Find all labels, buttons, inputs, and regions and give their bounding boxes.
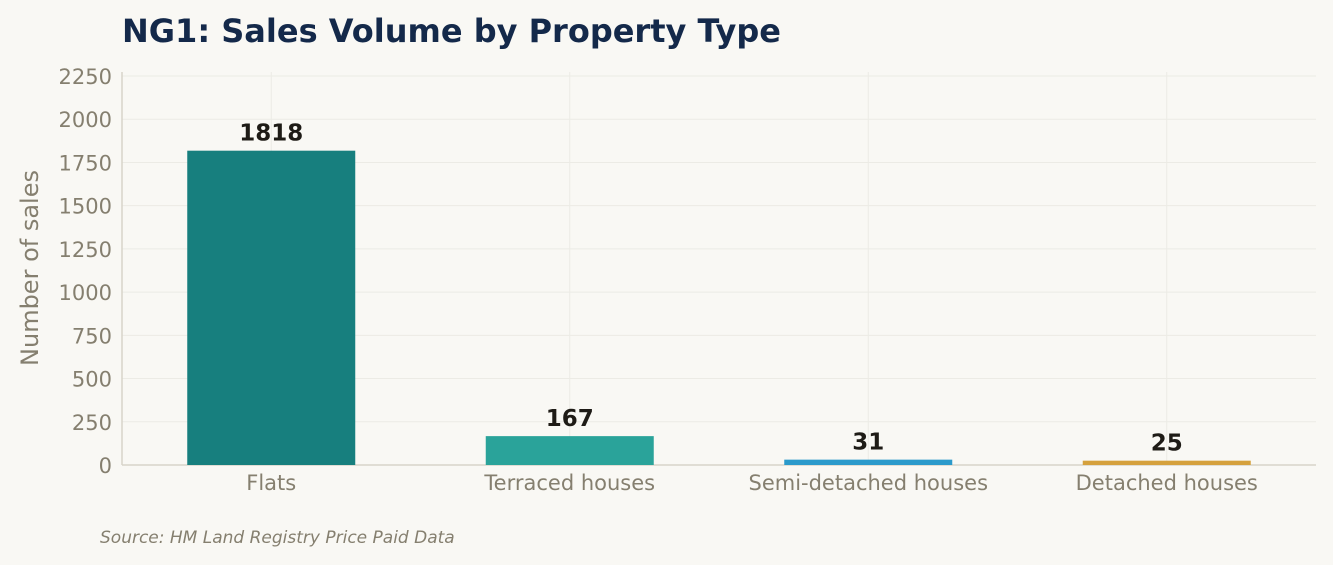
x-tick-label: Flats	[246, 471, 296, 495]
y-tick-label: 2250	[59, 65, 112, 89]
y-tick-label: 1000	[59, 281, 112, 305]
chart-title: NG1: Sales Volume by Property Type	[122, 12, 781, 50]
x-tick-label: Semi-detached houses	[748, 471, 988, 495]
y-tick-label: 1750	[59, 151, 112, 175]
y-tick-label: 0	[99, 454, 112, 478]
y-tick-label: 500	[72, 368, 112, 392]
y-axis-label: Number of sales	[16, 170, 44, 366]
bar-value-label: 25	[1151, 431, 1183, 457]
bar	[485, 436, 654, 465]
source-note: Source: HM Land Registry Price Paid Data	[100, 528, 455, 548]
bar-value-label: 1818	[239, 121, 303, 147]
bar-value-label: 31	[852, 430, 884, 456]
y-tick-label: 1500	[59, 195, 112, 219]
bar	[784, 459, 953, 465]
x-tick-label: Terraced houses	[483, 471, 655, 495]
y-tick-label: 250	[72, 411, 112, 435]
y-tick-labels: 0 250 500 750 1000 1250 1500 1750 2000 2250	[59, 65, 112, 478]
x-tick-label: Detached houses	[1076, 471, 1258, 495]
bars	[187, 150, 1251, 466]
bar-value-label: 167	[546, 406, 594, 432]
y-tick-label: 1250	[59, 238, 112, 262]
value-labels: 1818 167 31 25	[239, 121, 1183, 457]
bar	[1082, 460, 1251, 465]
x-tick-labels: Flats Terraced houses Semi-detached houses…	[246, 471, 1258, 495]
bar	[187, 150, 356, 466]
y-tick-label: 750	[72, 324, 112, 348]
y-tick-label: 2000	[59, 108, 112, 132]
